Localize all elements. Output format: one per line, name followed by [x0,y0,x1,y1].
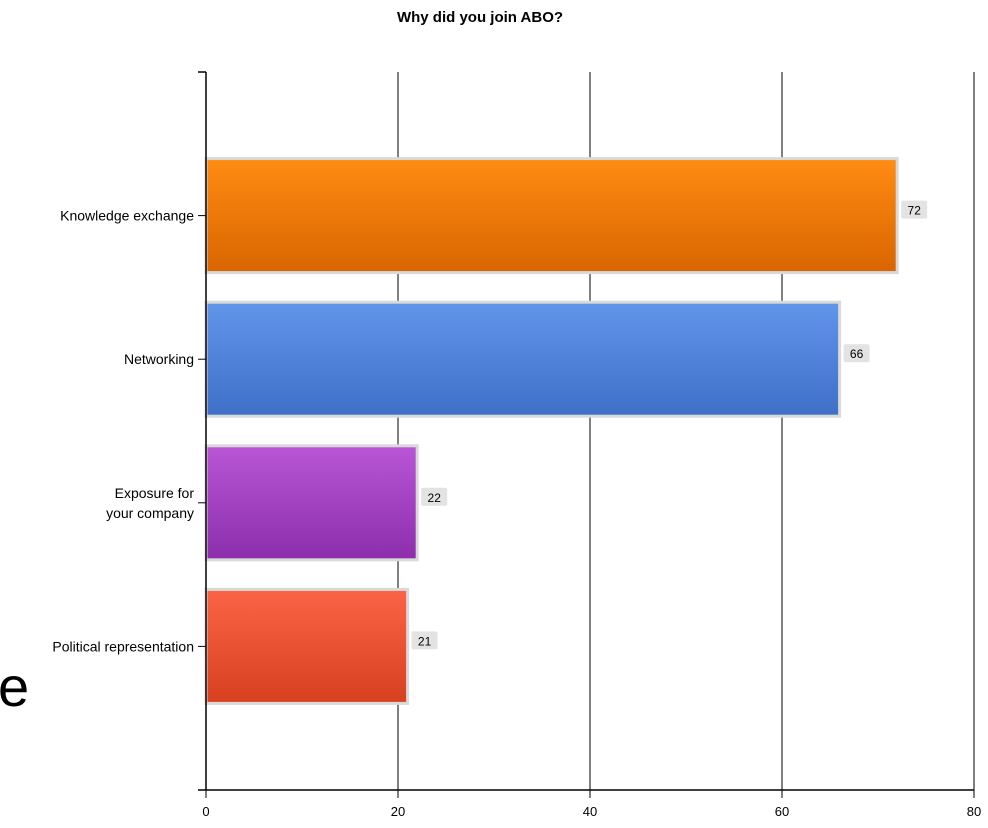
labels: 72 Knowledge exchange 66 Networking 22 Exposu… [52,200,981,819]
data-label-2: 22 [428,491,442,505]
bar-0 [204,157,899,275]
data-label-box-2 [421,487,448,506]
x-tick-label-80: 80 [967,804,981,819]
background-text-fragment: e [0,655,29,718]
category-label-0: Knowledge exchange [60,208,194,224]
data-label-box-3 [411,631,438,650]
data-label-3: 21 [418,634,432,648]
category-label-1: Networking [124,351,194,367]
axes [198,71,975,798]
data-label-box-0 [901,200,928,219]
x-tick-label-20: 20 [391,804,405,819]
data-label-0: 72 [908,204,922,218]
category-label-2: Exposure for your company [106,485,194,521]
bar-1 [204,300,842,418]
bar-3 [204,587,410,705]
data-label-1: 66 [850,347,864,361]
x-tick-label-60: 60 [775,804,789,819]
x-tick-label-40: 40 [583,804,597,819]
data-label-box-1 [843,344,870,363]
bars [204,157,899,705]
bar-2 [204,444,419,562]
x-tick-label-0: 0 [202,804,209,819]
chart-title: Why did you join ABO? [397,9,563,26]
category-label-3: Political representation [52,638,194,654]
